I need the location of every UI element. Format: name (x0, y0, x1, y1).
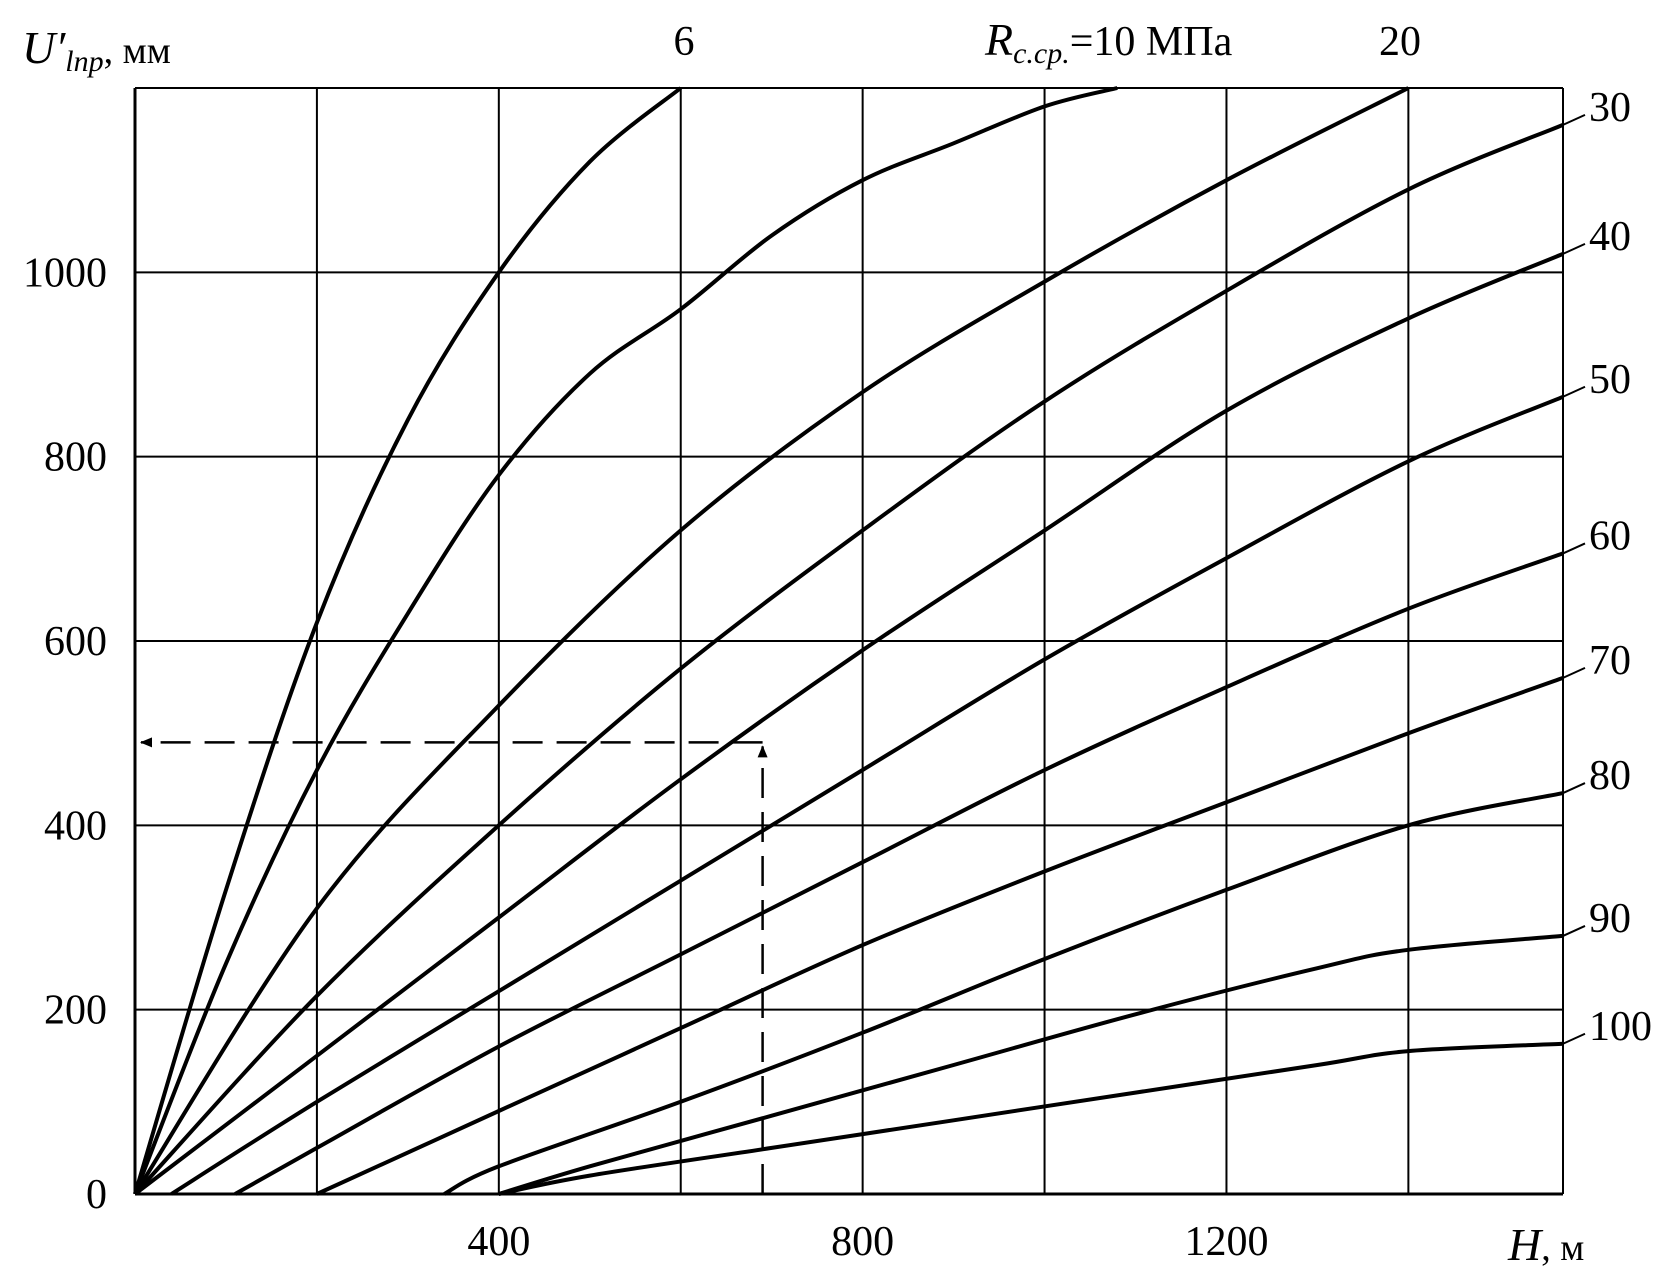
curve-label-60: 60 (1589, 513, 1631, 559)
x-axis-label-main: H (1507, 1219, 1544, 1270)
y-tick-label: 400 (44, 803, 107, 849)
x-axis-label-unit: , м (1541, 1227, 1584, 1269)
top-param-label-rest: =10 МПа (1070, 19, 1233, 65)
y-tick-label: 800 (44, 435, 107, 481)
x-axis-label: H, м (1507, 1219, 1584, 1270)
curve-label-30: 30 (1589, 85, 1631, 131)
y-axis-label-unit: , мм (104, 30, 171, 72)
curve-10 (133, 86, 1118, 1195)
curve-label-leader-70 (1562, 666, 1586, 679)
curve-label-70: 70 (1589, 638, 1631, 684)
curve-label-leader-40 (1562, 242, 1586, 255)
y-axis-label-sub: lпр (65, 45, 103, 78)
curve-label-80: 80 (1589, 753, 1631, 799)
curve-6 (133, 86, 682, 1195)
curve-label-50: 50 (1589, 357, 1631, 403)
curve-labels: 30 40 50 60 70 80 90 100 (1562, 85, 1652, 1050)
top-label-6: 6 (674, 19, 695, 65)
curve-label-leader-80 (1562, 782, 1586, 794)
y-tick-label: 200 (44, 988, 107, 1034)
top-label-20: 20 (1379, 19, 1421, 65)
curve-label-leader-60 (1562, 542, 1586, 555)
curve-40 (133, 252, 1564, 1196)
curve-50 (170, 394, 1564, 1196)
curves (133, 86, 1564, 1196)
curve-60 (234, 551, 1564, 1196)
grid (133, 87, 1564, 1196)
x-tick-label: 400 (467, 1219, 530, 1265)
curve-label-leader-90 (1562, 925, 1586, 937)
curve-90 (498, 933, 1564, 1196)
top-param-label-main: R (984, 14, 1013, 65)
y-axis-label: U′lпр, мм (22, 22, 171, 78)
tick-labels: 0 200 400 600 800 1000 400 800 1200 (23, 250, 1268, 1265)
curve-label-leader-100 (1562, 1032, 1586, 1045)
curve-30 (133, 123, 1564, 1196)
curve-label-100: 100 (1589, 1004, 1652, 1050)
curve-label-leader-50 (1562, 385, 1586, 398)
curve-100 (498, 1041, 1564, 1196)
curve-70 (316, 676, 1564, 1196)
x-tick-label: 1200 (1184, 1219, 1268, 1265)
y-axis-label-main: U′ (22, 22, 66, 73)
top-param-label: Rс.ср.=10 МПа (984, 14, 1233, 70)
curve-20 (133, 86, 1410, 1196)
curve-label-40: 40 (1589, 214, 1631, 260)
y-tick-label: 0 (86, 1172, 107, 1218)
example-lookup (140, 737, 768, 1194)
x-tick-label: 800 (831, 1219, 894, 1265)
curve-80 (443, 791, 1564, 1196)
curve-label-leader-30 (1562, 113, 1586, 126)
y-tick-label: 1000 (23, 250, 107, 296)
top-param-label-sub: с.ср. (1013, 37, 1070, 70)
y-tick-label: 600 (44, 619, 107, 665)
curve-label-90: 90 (1589, 896, 1631, 942)
